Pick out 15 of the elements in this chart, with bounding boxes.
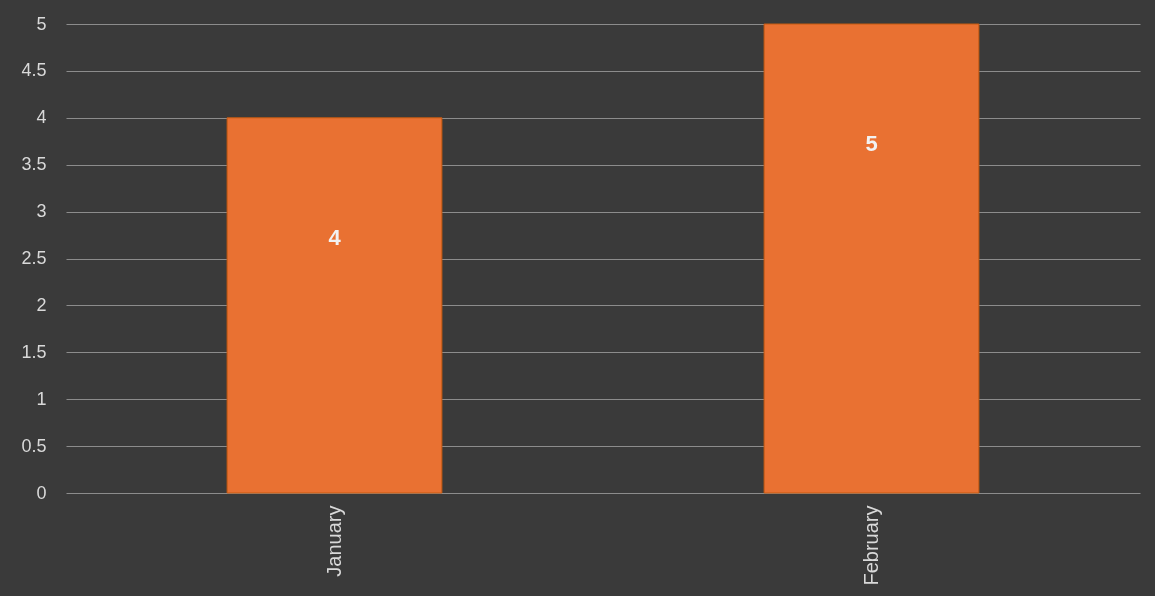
x-tick-label: January <box>322 505 345 577</box>
y-tick-label: 3.5 <box>21 154 47 175</box>
y-tick-label: 5 <box>36 13 47 34</box>
y-tick-label: 1.5 <box>21 341 47 362</box>
y-tick-label: 0 <box>36 482 47 503</box>
data-label: 4 <box>328 224 342 250</box>
y-tick-label: 4 <box>36 107 47 128</box>
y-tick-label: 4.5 <box>21 60 47 81</box>
y-tick-label: 2 <box>36 294 47 315</box>
y-tick-label: 0.5 <box>21 435 47 456</box>
y-tick-label: 3 <box>36 201 47 222</box>
x-tick-label: February <box>859 505 882 586</box>
data-label: 5 <box>865 131 878 156</box>
y-tick-label: 2.5 <box>21 248 47 268</box>
y-tick-label: 1 <box>36 388 47 409</box>
